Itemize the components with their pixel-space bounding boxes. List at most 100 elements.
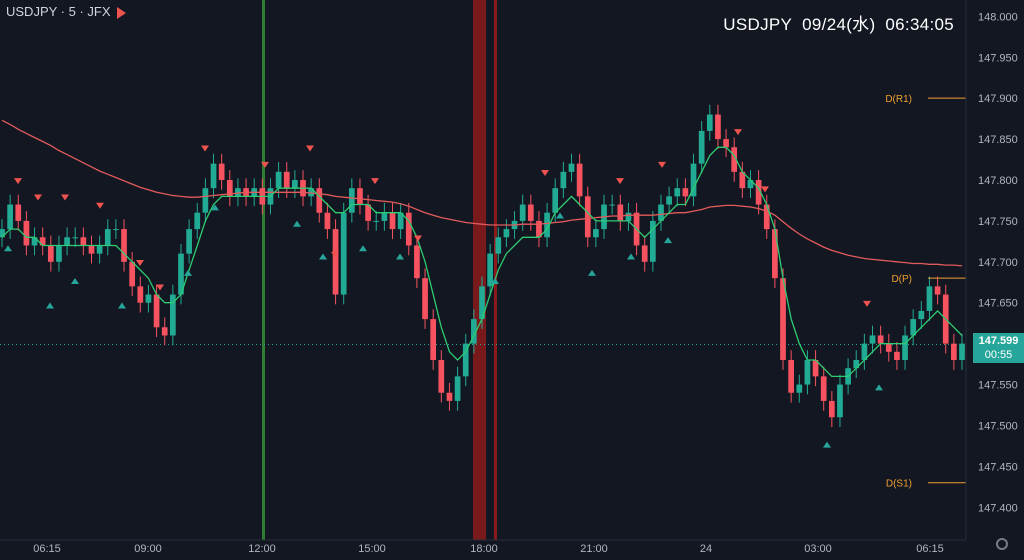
candle-body bbox=[430, 319, 437, 360]
candle-body bbox=[96, 245, 103, 254]
candle-body bbox=[170, 294, 176, 336]
candle-body bbox=[332, 229, 339, 295]
y-tick-label: 147.850 bbox=[978, 134, 1018, 146]
slow-ma-line bbox=[1, 119, 963, 267]
candle-body bbox=[454, 376, 461, 401]
candle-body bbox=[812, 360, 819, 377]
candle-body bbox=[202, 188, 209, 213]
candle-body bbox=[31, 237, 38, 246]
buy-signal-marker bbox=[293, 220, 301, 227]
candle-body bbox=[414, 245, 420, 279]
y-tick-label: 148.000 bbox=[978, 11, 1018, 23]
candle-body bbox=[226, 180, 233, 197]
buy-signal-marker bbox=[319, 253, 327, 260]
candle-body bbox=[780, 278, 786, 360]
x-tick-label: 15:00 bbox=[358, 543, 386, 555]
candle-body bbox=[88, 245, 95, 254]
sell-signal-marker bbox=[96, 202, 104, 209]
candle-body bbox=[666, 196, 672, 205]
candle-body bbox=[194, 212, 201, 230]
settings-icon[interactable] bbox=[996, 538, 1008, 550]
candle-body bbox=[422, 278, 428, 320]
candles bbox=[0, 104, 965, 428]
candle-body bbox=[747, 180, 754, 189]
candle-body bbox=[519, 204, 526, 221]
candle-body bbox=[495, 237, 502, 254]
candle-body bbox=[788, 360, 794, 393]
candle-body bbox=[0, 229, 5, 238]
header-readout: USDJPY 09/24(水) 06:34:05 bbox=[713, 10, 954, 35]
pivot-levels: D(R1) D(P) D(S1) bbox=[885, 94, 970, 490]
candle-body bbox=[64, 237, 70, 246]
candle-body bbox=[210, 163, 217, 189]
candle-body bbox=[462, 343, 469, 377]
candle-body bbox=[902, 335, 908, 360]
candle-body bbox=[153, 294, 160, 328]
candle-body bbox=[763, 204, 770, 230]
fast-ma-line bbox=[1, 146, 963, 378]
candle-body bbox=[121, 229, 127, 262]
current-price-tag: 147.599 00:55 bbox=[973, 333, 1024, 363]
sell-signal-marker bbox=[306, 145, 314, 152]
sell-signal-marker bbox=[156, 284, 164, 291]
sell-signal-marker bbox=[14, 178, 22, 185]
buy-signal-marker bbox=[71, 278, 79, 284]
flag-icon[interactable] bbox=[116, 6, 126, 19]
candle-body bbox=[397, 212, 404, 230]
candle-body bbox=[283, 171, 290, 189]
buy-signal-marker bbox=[184, 269, 192, 276]
candle-body bbox=[796, 384, 803, 393]
candle-body bbox=[316, 188, 323, 213]
price-axis: 148.000 147.950 147.900 147.850 147.800 147.7… bbox=[965, 0, 1024, 555]
candle-body bbox=[365, 204, 371, 221]
x-tick-label: 03:00 bbox=[804, 543, 832, 555]
candle-body bbox=[113, 229, 119, 231]
buy-signal-marker bbox=[875, 384, 883, 391]
pivot-label: D(R1) bbox=[885, 94, 912, 105]
candle-body bbox=[137, 286, 144, 303]
sell-signal-marker bbox=[136, 260, 144, 266]
x-tick-label: 06:15 bbox=[916, 543, 944, 555]
buy-signal-marker bbox=[823, 441, 831, 448]
x-tick-label: 09:00 bbox=[134, 543, 162, 555]
candle-body bbox=[584, 196, 591, 238]
candle-body bbox=[446, 392, 453, 401]
sell-signal-marker bbox=[414, 235, 422, 242]
candle-body bbox=[235, 188, 241, 197]
bar-countdown: 00:55 bbox=[984, 349, 1013, 361]
candle-body bbox=[658, 204, 664, 221]
symbol-label[interactable]: USDJPY · 5 · JFX bbox=[6, 4, 126, 19]
candle-body bbox=[568, 163, 575, 172]
candle-body bbox=[885, 343, 892, 352]
buy-signal-marker bbox=[396, 253, 404, 260]
candle-body bbox=[438, 360, 445, 393]
candle-body bbox=[324, 212, 331, 230]
sell-signal-marker bbox=[61, 194, 69, 201]
candle-body bbox=[373, 220, 380, 222]
candle-body bbox=[7, 204, 13, 230]
x-tick-label: 12:00 bbox=[248, 543, 276, 555]
sell-signal-marker bbox=[863, 300, 871, 307]
candle-body bbox=[389, 212, 396, 230]
candle-body bbox=[47, 245, 54, 262]
candle-body bbox=[15, 204, 22, 221]
candle-body bbox=[731, 147, 738, 172]
candle-body bbox=[698, 130, 705, 164]
buy-signal-marker bbox=[359, 245, 367, 252]
candle-body bbox=[853, 360, 860, 369]
candle-body bbox=[739, 171, 746, 189]
candle-body bbox=[487, 253, 493, 287]
candle-body bbox=[959, 343, 965, 360]
candle-body bbox=[820, 376, 827, 401]
y-tick-label: 147.900 bbox=[978, 93, 1018, 105]
candle-body bbox=[609, 204, 616, 206]
candle-body bbox=[348, 188, 355, 213]
candle-body bbox=[72, 237, 79, 239]
candle-body bbox=[641, 245, 648, 262]
candle-body bbox=[772, 229, 778, 279]
candle-body bbox=[39, 237, 46, 246]
candle-body bbox=[690, 163, 697, 197]
candle-body bbox=[755, 180, 762, 205]
